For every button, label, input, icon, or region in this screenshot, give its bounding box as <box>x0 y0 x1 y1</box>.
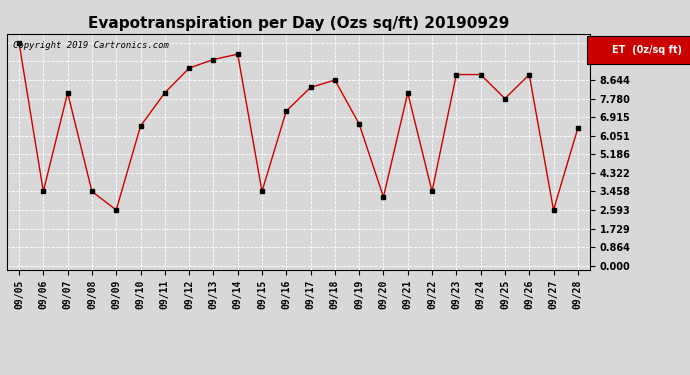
FancyBboxPatch shape <box>587 36 690 64</box>
Text: Copyright 2019 Cartronics.com: Copyright 2019 Cartronics.com <box>12 41 168 50</box>
Title: Evapotranspiration per Day (Ozs sq/ft) 20190929: Evapotranspiration per Day (Ozs sq/ft) 2… <box>88 16 509 31</box>
Text: ET  (0z/sq ft): ET (0z/sq ft) <box>611 45 682 55</box>
